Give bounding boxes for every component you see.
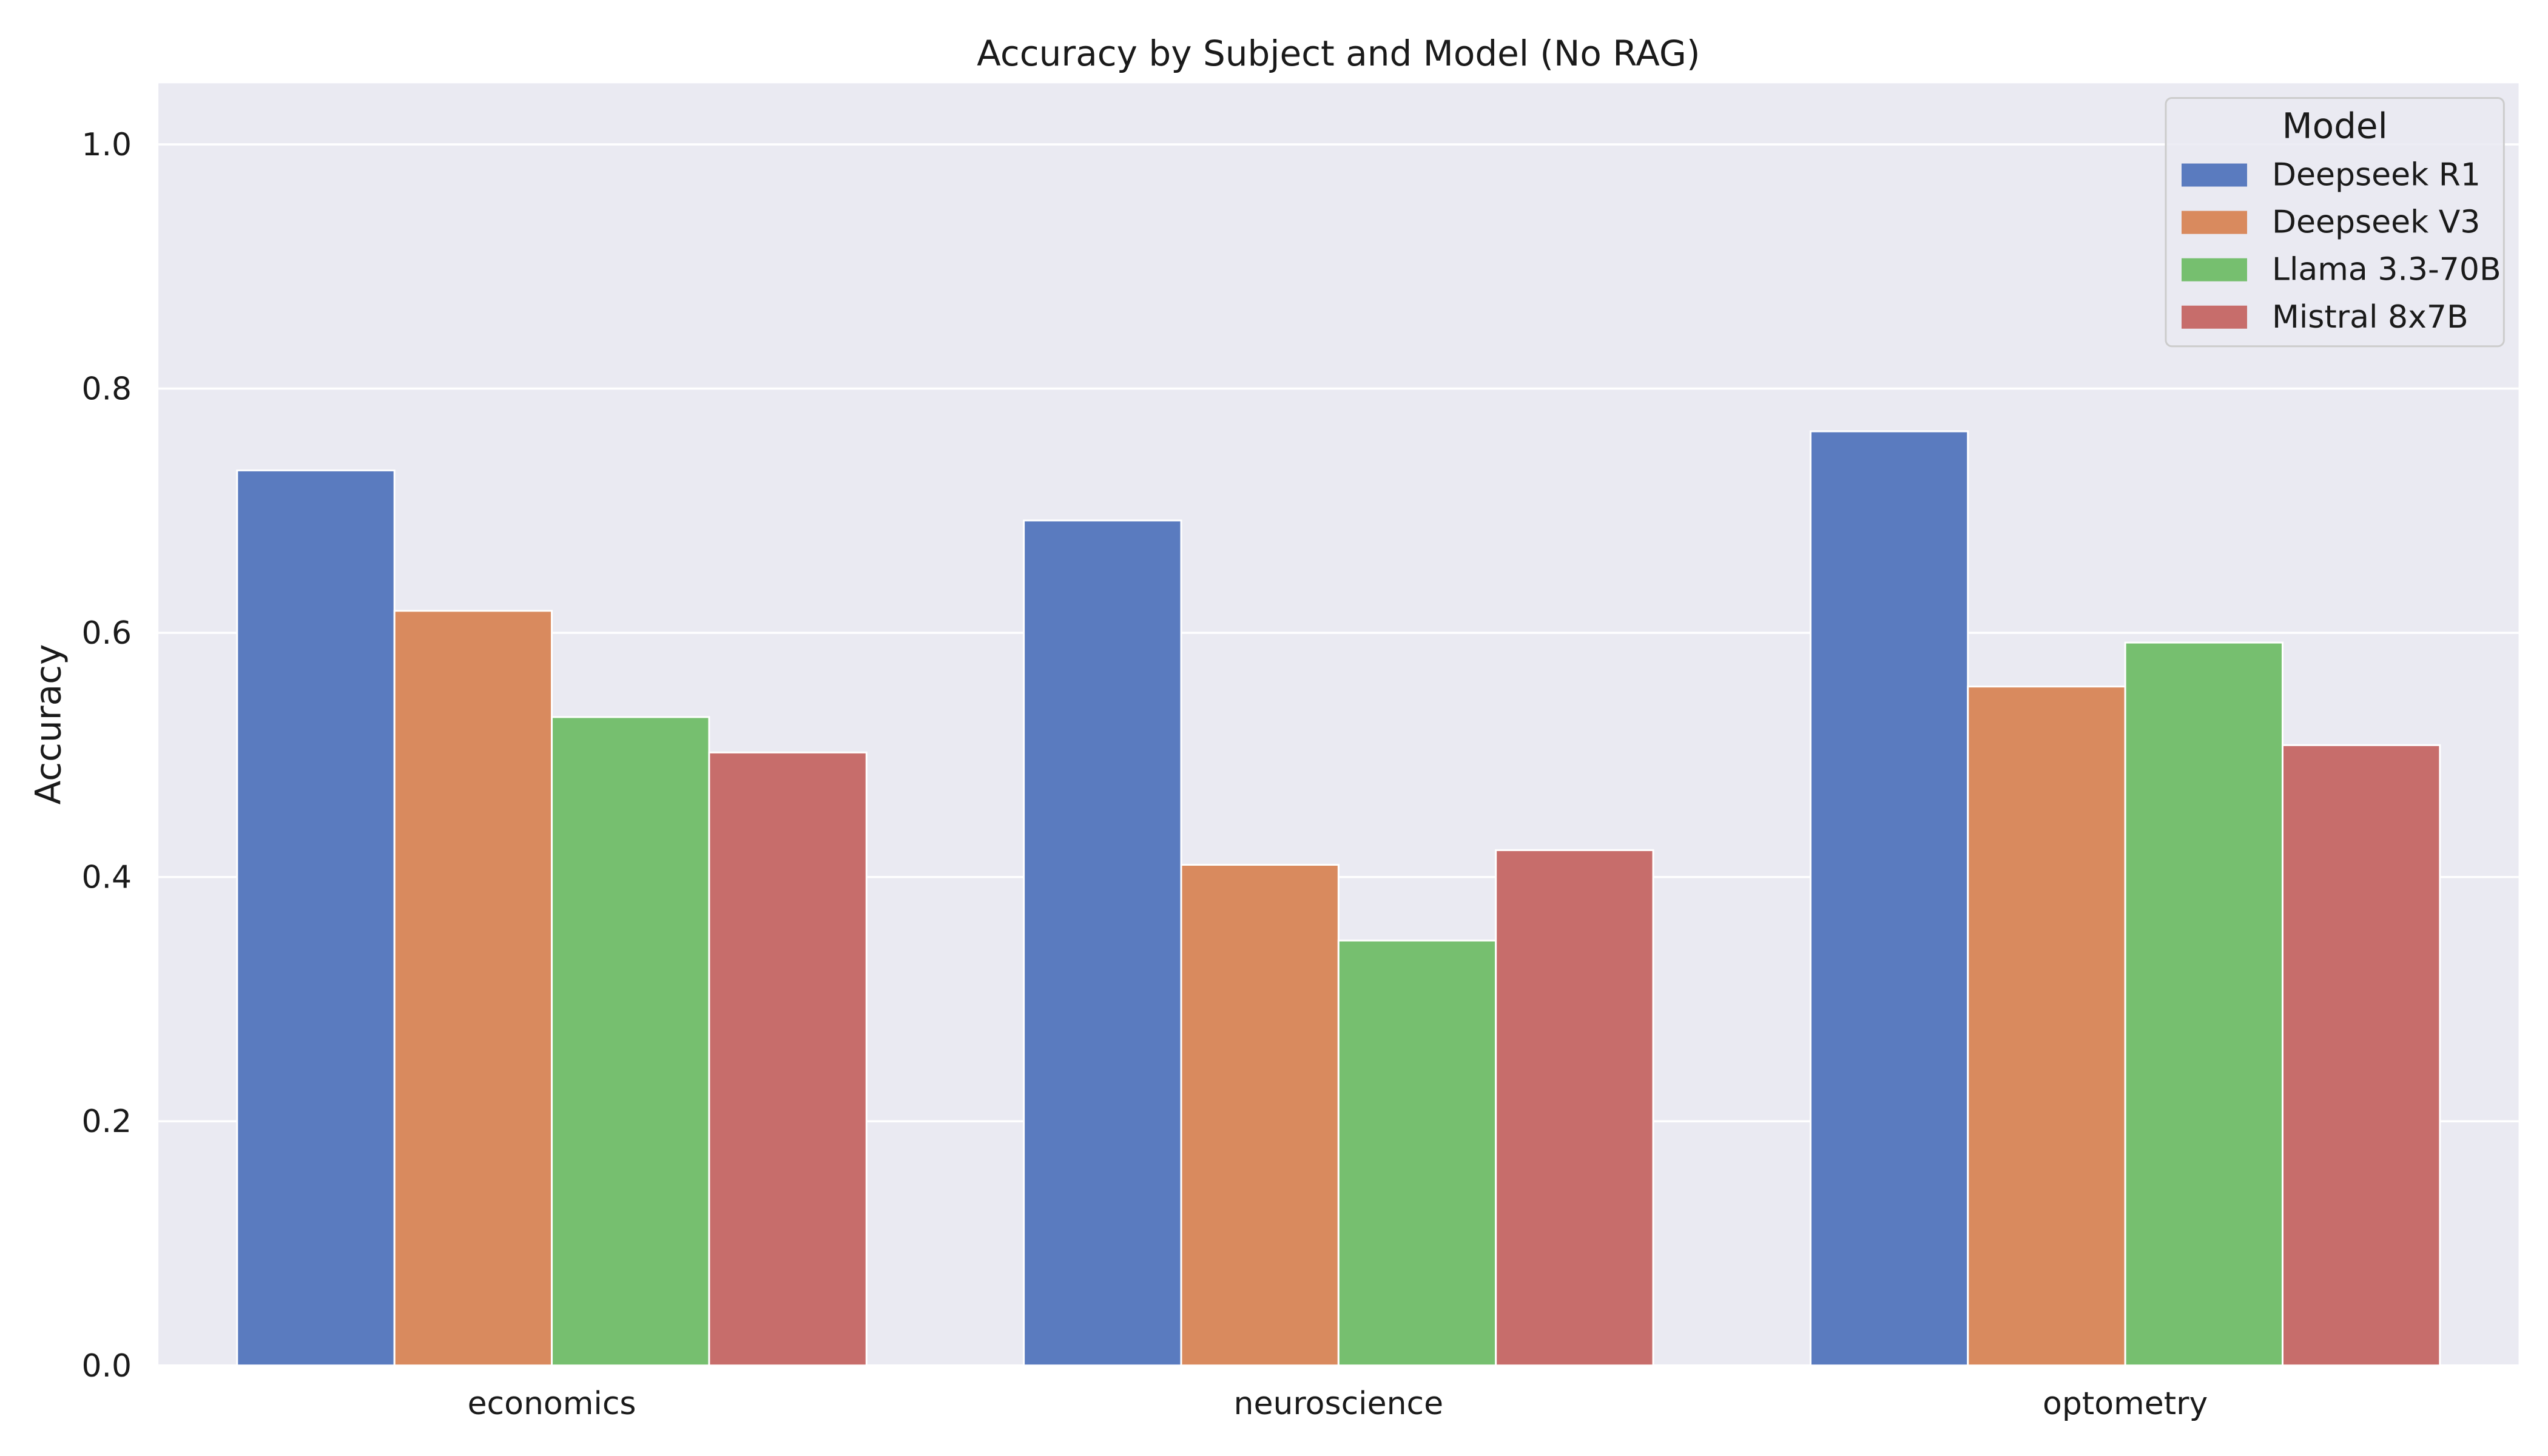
x-axis-ticks: economics neuroscience optometry [468, 1386, 2208, 1422]
legend-label: Deepseek R1 [2272, 157, 2481, 194]
bar-economics-2 [551, 716, 710, 1367]
bar-optometry-2 [2124, 641, 2283, 1367]
x-tick-label: economics [468, 1386, 636, 1422]
y-tick-label: 0.2 [81, 1104, 132, 1140]
legend-swatch [2181, 258, 2247, 281]
bar-economics-1 [393, 610, 553, 1367]
y-axis-ticks: 0.0 0.2 0.4 0.6 0.8 1.0 [81, 127, 132, 1384]
chart-title: Accuracy by Subject and Model (No RAG) [977, 33, 1700, 74]
legend-box [2165, 97, 2505, 348]
y-tick-label: 1.0 [81, 127, 132, 163]
legend-swatch [2181, 163, 2247, 187]
legend-items: Deepseek R1 Deepseek V3 Llama 3.3-70B Mistr… [2181, 157, 2501, 335]
bar-neuroscience-2 [1337, 939, 1497, 1367]
legend: Model Deepseek R1 Deepseek V3 Llama 3.3-70… [2165, 97, 2505, 348]
legend-label: Llama 3.3-70B [2272, 252, 2501, 288]
legend-label: Mistral 8x7B [2272, 299, 2469, 335]
bars [236, 430, 2441, 1367]
bar-economics-3 [708, 751, 868, 1367]
bar-neuroscience-3 [1495, 849, 1654, 1367]
legend-swatch [2181, 305, 2247, 329]
y-tick-label: 0.0 [81, 1348, 132, 1384]
bar-neuroscience-0 [1023, 519, 1182, 1367]
bar-optometry-3 [2281, 744, 2441, 1367]
x-tick-label: neuroscience [1234, 1386, 1444, 1422]
bar-neuroscience-1 [1180, 864, 1340, 1367]
x-tick-label: optometry [2043, 1386, 2208, 1422]
legend-label: Deepseek V3 [2272, 204, 2480, 241]
bar-optometry-0 [1809, 430, 1969, 1367]
legend-swatch [2181, 211, 2247, 234]
y-tick-label: 0.4 [81, 860, 132, 896]
legend-title: Model [2282, 106, 2388, 147]
y-tick-label: 0.6 [81, 615, 132, 652]
y-tick-label: 0.8 [81, 371, 132, 408]
bar-optometry-1 [1967, 686, 2126, 1367]
y-axis-label: Accuracy [28, 644, 69, 805]
bar-economics-0 [236, 469, 396, 1367]
